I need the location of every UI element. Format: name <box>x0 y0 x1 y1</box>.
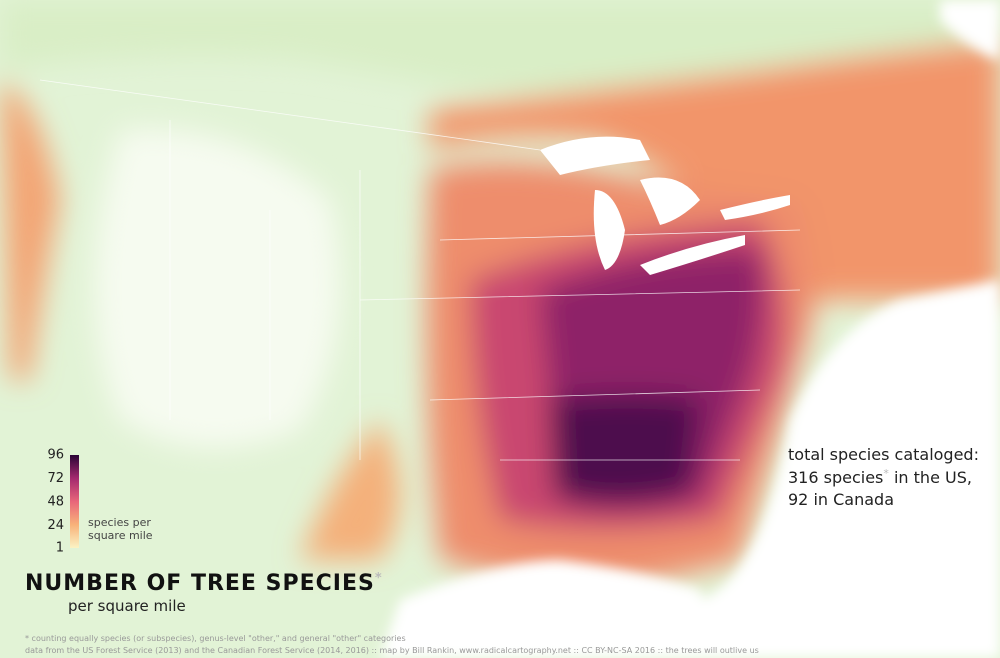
legend-label: species per <box>88 516 151 529</box>
legend-tick-label: 1 <box>56 541 64 556</box>
annotation: total species cataloged: <box>788 445 979 464</box>
title: NUMBER OF TREE SPECIES* <box>25 571 383 596</box>
footnote: data from the US Forest Service (2013) a… <box>25 646 759 655</box>
subtitle: per square mile <box>68 597 186 615</box>
legend: species per square mile 96 72 48 24 1 <box>47 448 152 556</box>
legend-tick-label: 96 <box>47 448 64 463</box>
footnote: * counting equally species (or subspecie… <box>25 634 406 643</box>
annotation-text: in the US, <box>889 468 972 487</box>
annotation: 316 species* in the US, <box>788 467 972 487</box>
legend-label: square mile <box>88 529 153 542</box>
legend-color-bar <box>70 455 79 548</box>
legend-tick-label: 24 <box>47 518 64 533</box>
legend-tick-label: 48 <box>47 494 64 509</box>
annotation-text: 316 species <box>788 468 883 487</box>
title-asterisk: * <box>375 571 383 586</box>
annotation-asterisk: * <box>883 467 889 480</box>
annotation: 92 in Canada <box>788 490 894 509</box>
title-text: NUMBER OF TREE SPECIES <box>25 571 375 596</box>
legend-tick-label: 72 <box>47 471 64 486</box>
